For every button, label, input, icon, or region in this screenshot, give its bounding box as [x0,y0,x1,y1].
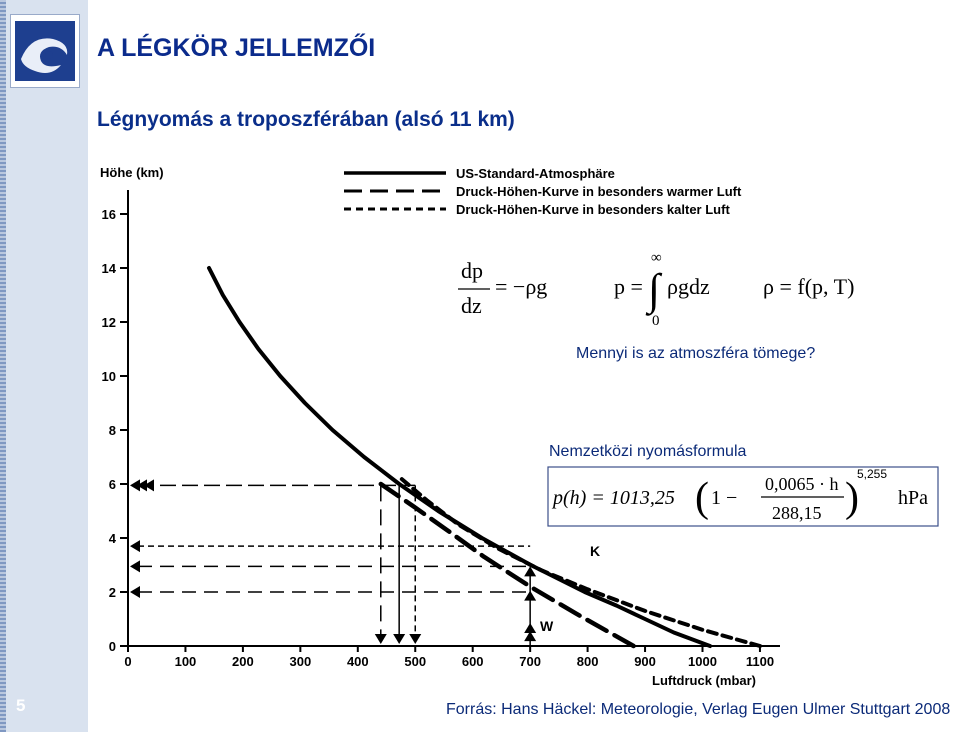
x-tick-label: 100 [175,654,197,669]
slide-title: A LÉGKÖR JELLEMZŐI [97,34,376,62]
x-tick-label: 1000 [688,654,717,669]
series-line-2 [396,473,762,648]
eq-integral-sign: ∫ [645,265,663,316]
guide-arrow [130,560,140,573]
x-ticks: 0 100 200 300 400 500 600 700 800 900 1000 1100 [124,646,774,669]
annotation-k: K [590,543,600,559]
x-tick-label: 500 [404,654,426,669]
formula-one-minus: 1 − [711,487,737,509]
formula-lhs: p(h) = 1013,25 [551,487,675,509]
formula-box [547,466,939,527]
decorative-sidebar [0,0,88,732]
eq-density: ρ = f(p, T) [763,274,854,299]
eq-integrand: ρgdz [667,274,710,299]
y-tick-label: 16 [102,207,116,222]
cyclone-logo-icon [15,21,75,81]
legend-label-cold: Druck-Höhen-Kurve in besonders kalter Lu… [456,202,730,217]
guide-arrow [144,479,154,492]
formula-label: Nemzetközi nyomásformula [549,443,747,460]
y-axis-label: Höhe (km) [100,165,164,180]
x-tick-label: 600 [462,654,484,669]
guide-arrow [130,540,140,553]
eq-upper-limit: ∞ [651,250,662,266]
slide-subtitle: Légnyomás a troposzférában (alsó 11 km) [97,108,515,131]
x-tick-label: 0 [124,654,131,669]
series-line-0 [207,266,712,648]
y-ticks: 0 2 4 6 8 10 12 14 16 [102,207,128,654]
sidebar-pattern [0,0,6,732]
formula-denominator: 288,15 [772,503,822,523]
guide-arrow [130,586,140,598]
y-tick-label: 4 [109,531,117,546]
x-tick-label: 900 [634,654,656,669]
x-axis-label: Luftdruck (mbar) [652,673,756,688]
eq-p-equals: p = [614,274,643,299]
guide-lines [130,479,537,646]
annotation-w: W [540,618,554,634]
x-tick-label: 800 [577,654,599,669]
series-line-1 [378,481,636,649]
x-tick-label: 1100 [746,654,774,669]
guide-arrow [374,634,387,644]
question-text: Mennyi is az atmoszféra tömege? [576,345,815,362]
y-tick-label: 2 [109,585,116,600]
formula-numerator: 0,0065 · h [765,474,839,494]
guide-arrow [524,566,537,577]
pressure-height-chart: Höhe (km) Luftdruck (mbar) 0 2 4 6 8 10 12 14 16… [100,165,939,688]
curves [207,266,762,649]
source-citation: Forrás: Hans Häckel: Meteorologie, Verla… [446,701,951,718]
x-tick-label: 400 [347,654,369,669]
guide-arrow [393,634,406,644]
x-tick-label: 700 [519,654,541,669]
guide-arrow [524,631,537,642]
eq-dz: dz [461,293,482,318]
guide-arrow [409,634,422,644]
formula-right-paren: ) [845,475,859,521]
legend: US-Standard-Atmosphäre Druck-Höhen-Kurve… [344,166,742,217]
y-tick-label: 14 [102,261,117,276]
y-tick-label: 10 [102,369,116,384]
x-tick-label: 200 [232,654,254,669]
guide-arrow [524,623,537,634]
y-tick-label: 0 [109,639,116,654]
eq-lower-limit: 0 [652,313,660,329]
x-tick-label: 300 [289,654,311,669]
legend-label-standard: US-Standard-Atmosphäre [456,166,615,181]
guide-arrow [137,479,147,492]
eq-dp: dp [461,258,483,283]
y-tick-label: 6 [109,477,116,492]
guide-arrow [130,479,140,492]
y-tick-label: 12 [102,315,116,330]
institute-logo [10,14,80,88]
formula-left-paren: ( [695,475,709,521]
eq-rho-g: = −ρg [495,274,547,299]
guide-arrow [524,590,537,601]
formula-unit: hPa [898,487,928,509]
page-number: 5 [16,696,26,715]
equations: dp dz = −ρg p = ∫ ∞ 0 ρgdz ρ = f(p, T) M… [458,250,939,527]
legend-label-warm: Druck-Höhen-Kurve in besonders warmer Lu… [456,184,742,199]
y-tick-label: 8 [109,423,116,438]
formula-exponent: 5,255 [857,467,887,481]
